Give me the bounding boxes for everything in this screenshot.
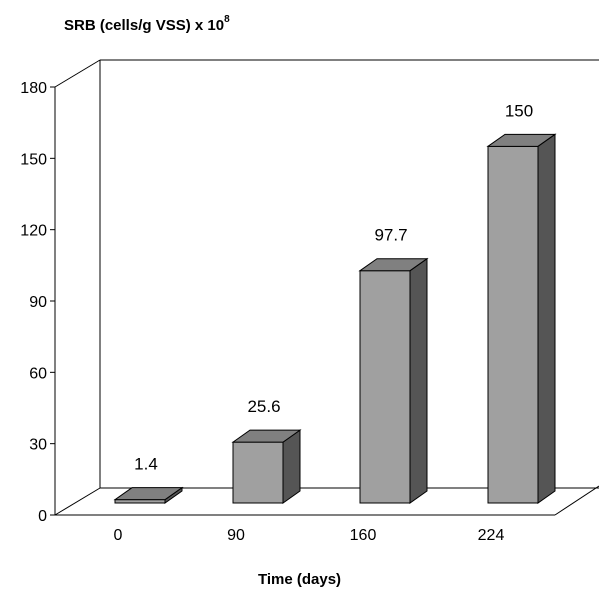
x-tick-label: 224 — [478, 527, 505, 544]
bar — [113, 486, 184, 504]
data-label: 25.6 — [247, 397, 280, 416]
y-axis-title-text: SRB (cells/g VSS) x 10 — [64, 17, 225, 34]
y-tick-label: 120 — [20, 223, 47, 240]
top-depth-edge — [54, 59, 101, 88]
y-tick-label: 30 — [29, 437, 47, 454]
bar-top-face — [358, 258, 429, 272]
bar-front-face — [487, 145, 539, 504]
bar-side-face — [282, 429, 301, 504]
y-tick-label: 60 — [29, 365, 47, 382]
bar-top-face — [231, 429, 302, 443]
bar-side-face — [409, 257, 428, 504]
y-tick-label: 150 — [20, 151, 47, 168]
data-label: 97.7 — [374, 226, 407, 245]
x-tick-label: 160 — [350, 527, 377, 544]
bar-top-face — [486, 133, 557, 147]
y-tick-label: 0 — [38, 508, 47, 525]
y-tick-label: 180 — [20, 80, 47, 97]
data-label: 1.4 — [134, 455, 158, 474]
y-axis-title-exponent: 8 — [224, 14, 230, 25]
bar — [358, 257, 429, 504]
bar-top-face — [113, 487, 184, 501]
bar-front-face — [232, 441, 284, 504]
bar-side-face — [537, 133, 556, 504]
y-axis-title: SRB (cells/g VSS) x 108 — [64, 14, 230, 34]
bar-front-face — [359, 270, 411, 504]
y-tick-label: 90 — [29, 294, 47, 311]
bar — [486, 133, 557, 504]
x-tick-label: 0 — [114, 527, 123, 544]
data-label: 150 — [505, 101, 533, 120]
floor-right-depth-edge — [554, 485, 599, 516]
x-axis-title: Time (days) — [257, 571, 342, 588]
x-tick-label: 90 — [227, 527, 245, 544]
bar — [231, 429, 302, 504]
floor-left-depth-edge — [54, 487, 101, 516]
